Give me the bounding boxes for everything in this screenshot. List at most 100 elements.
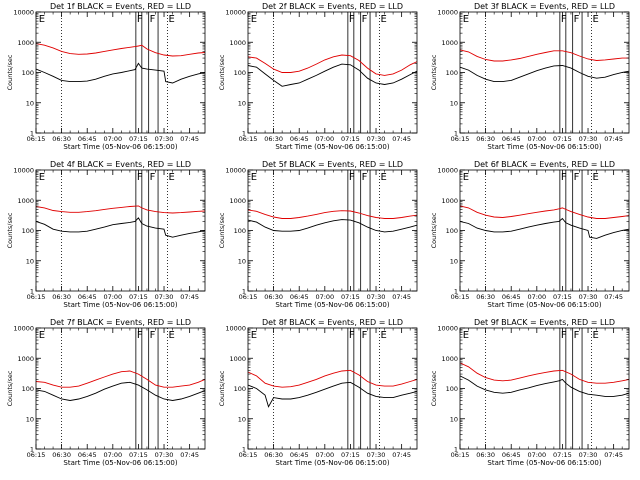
panel-title: Det 5f BLACK = Events, RED = LLD bbox=[262, 160, 403, 169]
x-tick-label: 07:15 bbox=[341, 451, 360, 459]
series-line-events bbox=[459, 375, 630, 397]
x-tick-label: 06:45 bbox=[502, 451, 521, 459]
y-tick-label: 10000 bbox=[225, 9, 246, 17]
x-tick-label: 06:15 bbox=[239, 293, 258, 301]
y-tick-label: 10000 bbox=[13, 167, 34, 175]
panel-title: Det 7f BLACK = Events, RED = LLD bbox=[50, 318, 191, 327]
x-tick-label: 06:45 bbox=[78, 135, 97, 143]
x-tick-label: 07:15 bbox=[341, 293, 360, 301]
y-tick-label: 1 bbox=[30, 446, 34, 454]
x-tick-label: 06:30 bbox=[264, 293, 283, 301]
x-tick-label: 07:45 bbox=[604, 135, 623, 143]
flag-label: E bbox=[39, 172, 45, 183]
y-tick-label: 1000 bbox=[441, 197, 458, 205]
x-axis-label: Start Time (05-Nov-06 06:15:00) bbox=[275, 301, 389, 309]
x-tick-label: 07:00 bbox=[527, 135, 546, 143]
panel-title: Det 2f BLACK = Events, RED = LLD bbox=[262, 2, 403, 11]
y-tick-label: 10000 bbox=[437, 9, 458, 17]
panel-title: Det 6f BLACK = Events, RED = LLD bbox=[474, 160, 615, 169]
x-tick-label: 07:45 bbox=[180, 135, 199, 143]
y-tick-label: 1 bbox=[30, 130, 34, 138]
x-tick-label: 07:30 bbox=[367, 293, 386, 301]
y-tick-label: 100 bbox=[446, 69, 458, 77]
y-tick-label: 10000 bbox=[437, 325, 458, 333]
y-tick-label: 10 bbox=[450, 257, 458, 265]
y-tick-label: 10000 bbox=[437, 167, 458, 175]
x-tick-label: 07:45 bbox=[392, 135, 411, 143]
flag-label: F bbox=[349, 14, 355, 25]
x-tick-label: 07:15 bbox=[129, 135, 148, 143]
series-line-lld bbox=[247, 54, 418, 76]
panel-title: Det 8f BLACK = Events, RED = LLD bbox=[262, 318, 403, 327]
y-tick-label: 10000 bbox=[225, 167, 246, 175]
panel-det-3: Det 3f BLACK = Events, RED = LLD E F F E 1 10 1… bbox=[430, 2, 630, 151]
x-tick-label: 07:00 bbox=[527, 293, 546, 301]
flag-label: F bbox=[137, 14, 143, 25]
flag-label: F bbox=[349, 172, 355, 183]
y-tick-label: 10 bbox=[26, 415, 34, 423]
x-axis-label: Start Time (05-Nov-06 06:15:00) bbox=[63, 143, 177, 151]
panel-det-1: Det 1f BLACK = Events, RED = LLD E F F E 1 10 1… bbox=[6, 2, 206, 151]
y-axis-label: Counts/sec bbox=[218, 54, 226, 90]
x-tick-label: 06:30 bbox=[476, 293, 495, 301]
series-line-events bbox=[35, 381, 206, 401]
series-line-lld bbox=[459, 362, 630, 384]
y-tick-label: 1000 bbox=[229, 197, 246, 205]
y-tick-label: 10 bbox=[26, 257, 34, 265]
y-tick-label: 10000 bbox=[225, 325, 246, 333]
panel-det-9: Det 9f BLACK = Events, RED = LLD E F F E 1 10 1… bbox=[430, 318, 630, 467]
series-line-lld bbox=[35, 370, 206, 388]
x-tick-label: 06:30 bbox=[52, 135, 71, 143]
x-tick-label: 06:15 bbox=[239, 135, 258, 143]
flag-label: E bbox=[592, 330, 598, 341]
x-tick-label: 07:00 bbox=[527, 451, 546, 459]
series-line-events bbox=[35, 62, 206, 84]
y-tick-label: 100 bbox=[234, 227, 246, 235]
x-tick-label: 06:15 bbox=[27, 135, 46, 143]
flag-label: E bbox=[463, 330, 469, 341]
flag-label: F bbox=[137, 172, 143, 183]
panel-det-5: Det 5f BLACK = Events, RED = LLD E F F E 1 10 1… bbox=[218, 160, 418, 309]
x-tick-label: 06:15 bbox=[451, 293, 470, 301]
y-axis-label: Counts/sec bbox=[430, 370, 438, 406]
flag-label: E bbox=[380, 172, 386, 183]
flag-label: E bbox=[168, 14, 174, 25]
flag-label: F bbox=[362, 14, 368, 25]
x-tick-label: 07:15 bbox=[129, 451, 148, 459]
flag-label: F bbox=[137, 330, 143, 341]
flag-label: F bbox=[574, 172, 580, 183]
x-tick-label: 06:30 bbox=[476, 451, 495, 459]
x-tick-label: 06:45 bbox=[502, 135, 521, 143]
y-tick-label: 1 bbox=[242, 446, 246, 454]
x-tick-label: 06:45 bbox=[78, 293, 97, 301]
x-tick-label: 06:30 bbox=[52, 451, 71, 459]
x-tick-label: 07:30 bbox=[367, 451, 386, 459]
y-tick-label: 100 bbox=[22, 69, 34, 77]
x-tick-label: 07:15 bbox=[129, 293, 148, 301]
x-tick-label: 07:30 bbox=[579, 135, 598, 143]
x-tick-label: 07:30 bbox=[155, 135, 174, 143]
x-tick-label: 07:45 bbox=[180, 293, 199, 301]
x-tick-label: 06:45 bbox=[290, 135, 309, 143]
y-tick-label: 100 bbox=[22, 227, 34, 235]
y-tick-label: 10 bbox=[238, 99, 246, 107]
y-axis-label: Counts/sec bbox=[6, 370, 14, 406]
x-tick-label: 06:45 bbox=[502, 293, 521, 301]
y-tick-label: 100 bbox=[22, 385, 34, 393]
flag-label: E bbox=[168, 172, 174, 183]
x-tick-label: 07:30 bbox=[155, 451, 174, 459]
y-tick-label: 10 bbox=[26, 99, 34, 107]
y-axis-label: Counts/sec bbox=[6, 212, 14, 248]
y-axis-label: Counts/sec bbox=[6, 54, 14, 90]
y-axis-label: Counts/sec bbox=[430, 54, 438, 90]
x-axis-label: Start Time (05-Nov-06 06:15:00) bbox=[487, 143, 601, 151]
y-axis-label: Counts/sec bbox=[218, 370, 226, 406]
x-tick-label: 06:15 bbox=[239, 451, 258, 459]
flag-label: F bbox=[561, 14, 567, 25]
series-line-events bbox=[35, 217, 206, 238]
x-tick-label: 07:30 bbox=[579, 293, 598, 301]
series-line-lld bbox=[35, 205, 206, 214]
x-axis-label: Start Time (05-Nov-06 06:15:00) bbox=[487, 301, 601, 309]
x-tick-label: 06:15 bbox=[451, 451, 470, 459]
x-tick-label: 07:00 bbox=[315, 135, 334, 143]
